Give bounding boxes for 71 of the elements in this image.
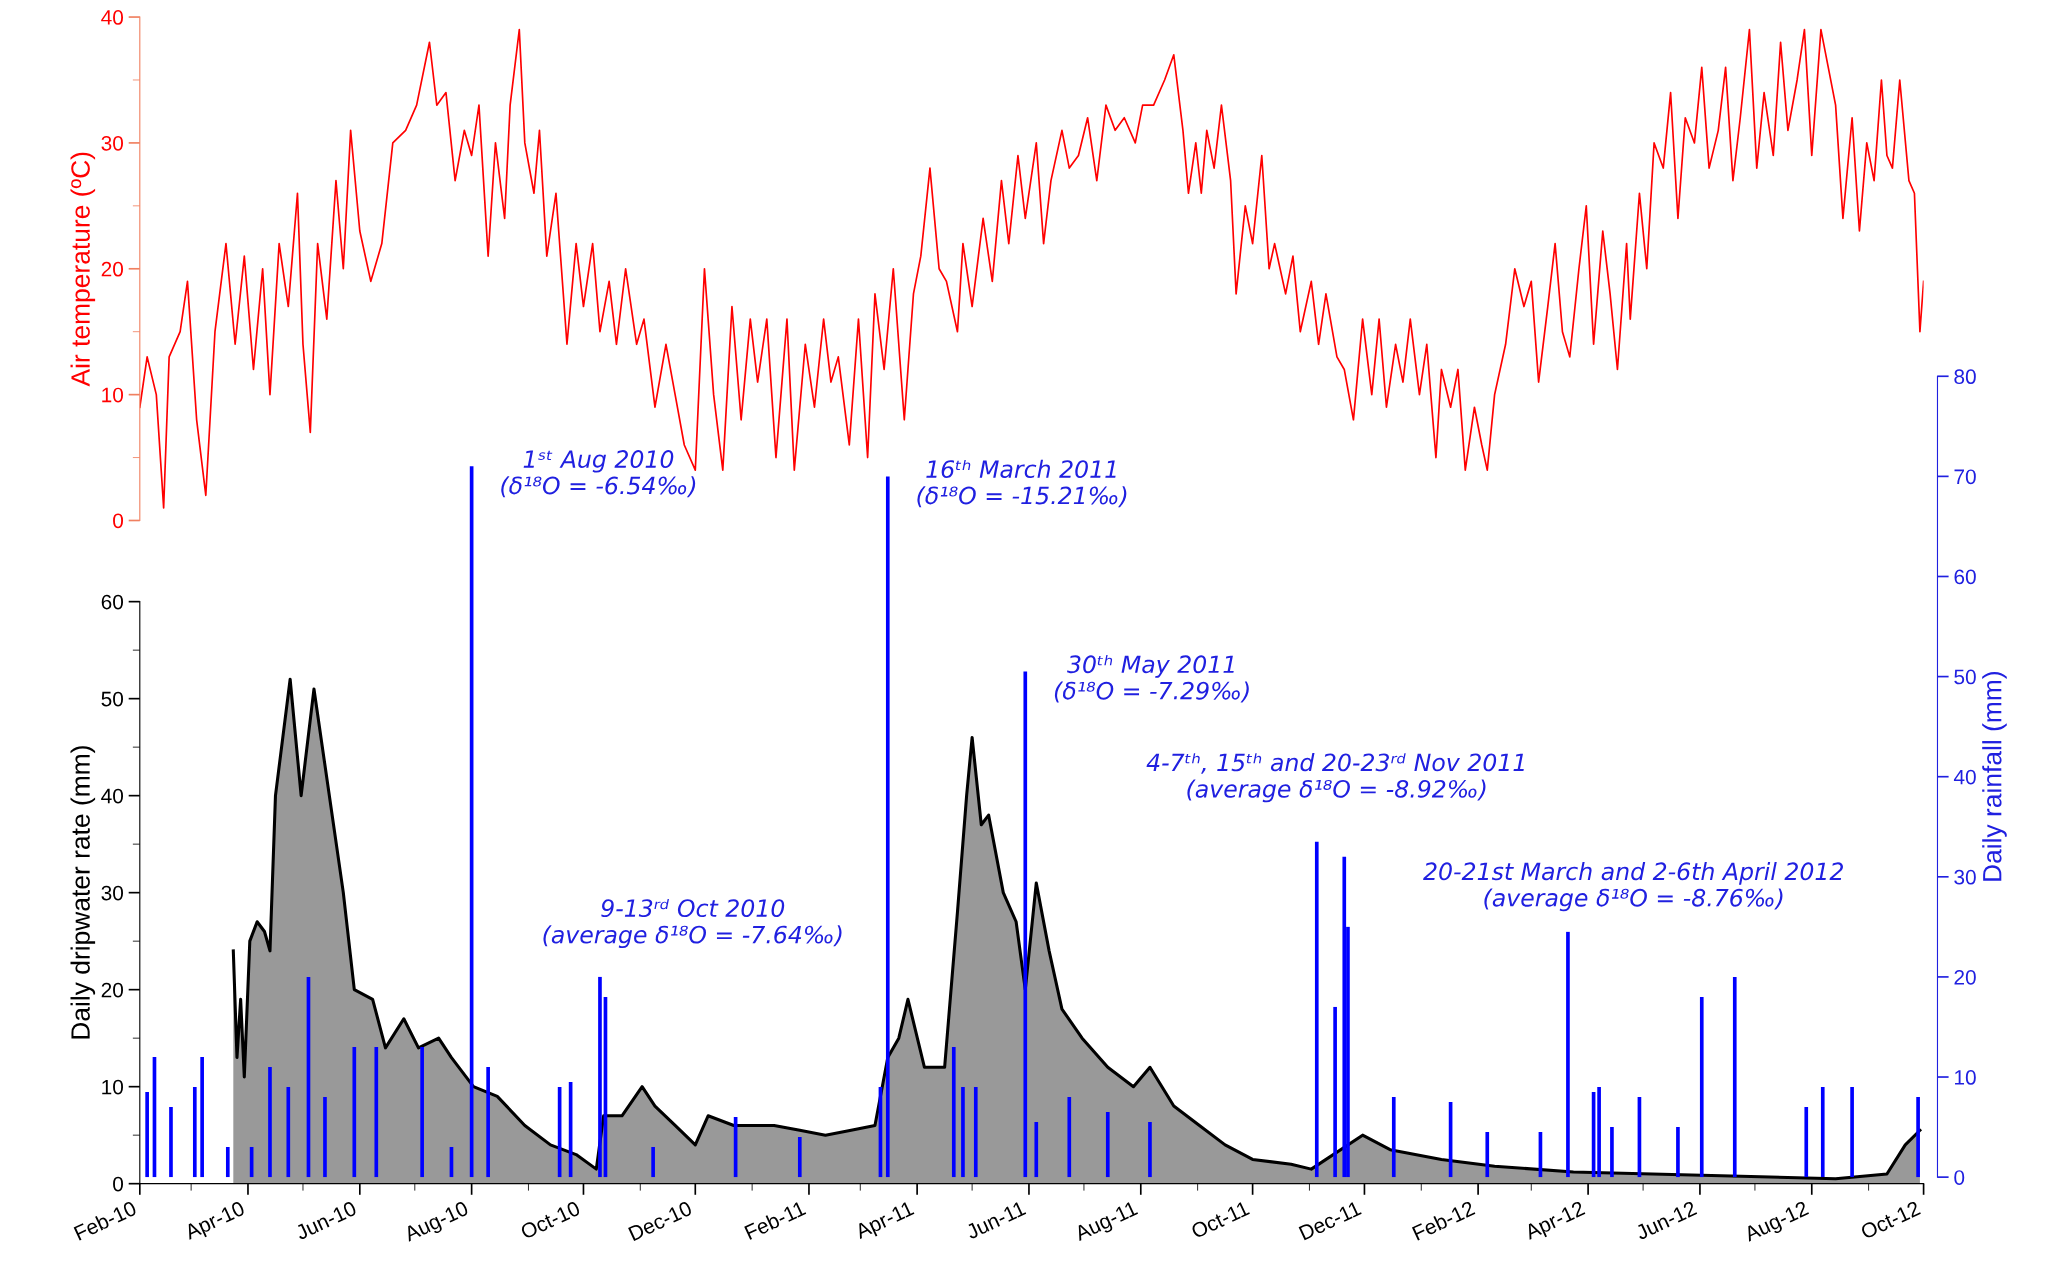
bar (1820, 1087, 1825, 1178)
y-tick-label: 20 (101, 261, 124, 277)
y-axis-title: Daily dripwater rate (mm) (70, 746, 96, 1039)
y-tick-label: 30 (101, 885, 124, 901)
y2-tick-label: 80 (1954, 369, 1976, 385)
y-tick-label: 0 (113, 1176, 124, 1192)
x-tick-label: Oct-11 (1190, 1200, 1250, 1239)
bar (961, 1087, 965, 1178)
annotation: 20-21st March and 2-6th April 2012 (average δ¹⁸O = -8.76‰) (1423, 861, 1843, 912)
y-tick-label: 20 (101, 982, 124, 998)
bar (1034, 1122, 1039, 1178)
bar (1916, 1097, 1920, 1178)
bar (225, 1147, 230, 1178)
annotation: 16ᵗʰ March 2011 (δ¹⁸O = -15.21‰) (917, 459, 1127, 508)
bar (323, 1097, 327, 1178)
y2-tick-label: 40 (1953, 769, 1976, 785)
bar (1391, 1097, 1396, 1178)
y-axis-title: Air temperature (ºC) (70, 152, 96, 387)
bar (374, 1046, 379, 1178)
bar (192, 1087, 197, 1178)
bar (951, 1046, 956, 1178)
y-tick-label: 0 (113, 513, 124, 529)
y-tick-label: 40 (101, 10, 124, 25)
line-series (139, 28, 1924, 509)
y2-tick-label: 70 (1954, 469, 1976, 485)
y2-tick-label: 50 (1954, 669, 1976, 685)
bar (1342, 856, 1347, 1178)
bar (1148, 1122, 1152, 1178)
y2-tick-label: 10 (1955, 1070, 1976, 1085)
bar (1699, 996, 1704, 1178)
annotation: 30ᵗʰ May 2011 (δ¹⁸O = -7.29‰) (1054, 655, 1249, 703)
annotation: 4-7ᵗʰ, 15ᵗʰ and 20-23ʳᵈ Nov 2011 (average δ¹⁸O = -8.92‰) (1146, 753, 1524, 803)
bar (286, 1087, 291, 1178)
y2-tick-label: 20 (1954, 969, 1976, 985)
y2-axis-title: Daily rainfall (mm) (1982, 672, 2007, 881)
bar (1597, 1087, 1601, 1178)
y-tick-label: 40 (101, 788, 124, 804)
bar (1732, 976, 1737, 1178)
annotation: 1ˢᵗ Aug 2010 (δ¹⁸O = -6.54‰) (501, 450, 696, 498)
bar (1333, 1006, 1337, 1178)
bar (797, 1137, 802, 1178)
y-tick-label: 50 (101, 691, 124, 707)
bar (268, 1067, 272, 1178)
bar (598, 976, 602, 1178)
bar (200, 1057, 204, 1178)
bar (1676, 1127, 1680, 1178)
bar (1804, 1107, 1809, 1178)
bar (1485, 1132, 1490, 1178)
annotation: 9-13ʳᵈ Oct 2010 (average δ¹⁸O = -7.64‰) (543, 898, 842, 949)
bar (885, 476, 890, 1178)
bar (651, 1147, 655, 1178)
bar (1566, 931, 1570, 1178)
bar (420, 1046, 424, 1178)
bar (352, 1046, 357, 1178)
bar (486, 1067, 490, 1178)
bar (169, 1107, 173, 1178)
bar (973, 1087, 978, 1178)
y-tick-label: 10 (102, 387, 124, 403)
bar (1067, 1097, 1072, 1178)
bar (1105, 1112, 1110, 1178)
y-tick-label: 10 (102, 1079, 124, 1095)
y2-tick-label: 0 (1954, 1170, 1965, 1185)
bar (1850, 1087, 1854, 1178)
y2-tick-label: 30 (1954, 869, 1976, 885)
y2-tick-label: 60 (1954, 569, 1976, 585)
bar (1610, 1127, 1614, 1178)
y-tick-label: 60 (101, 594, 124, 610)
bar (1023, 671, 1028, 1178)
y-tick-label: 30 (101, 135, 124, 151)
bar (145, 1092, 149, 1178)
bar (1314, 841, 1319, 1178)
